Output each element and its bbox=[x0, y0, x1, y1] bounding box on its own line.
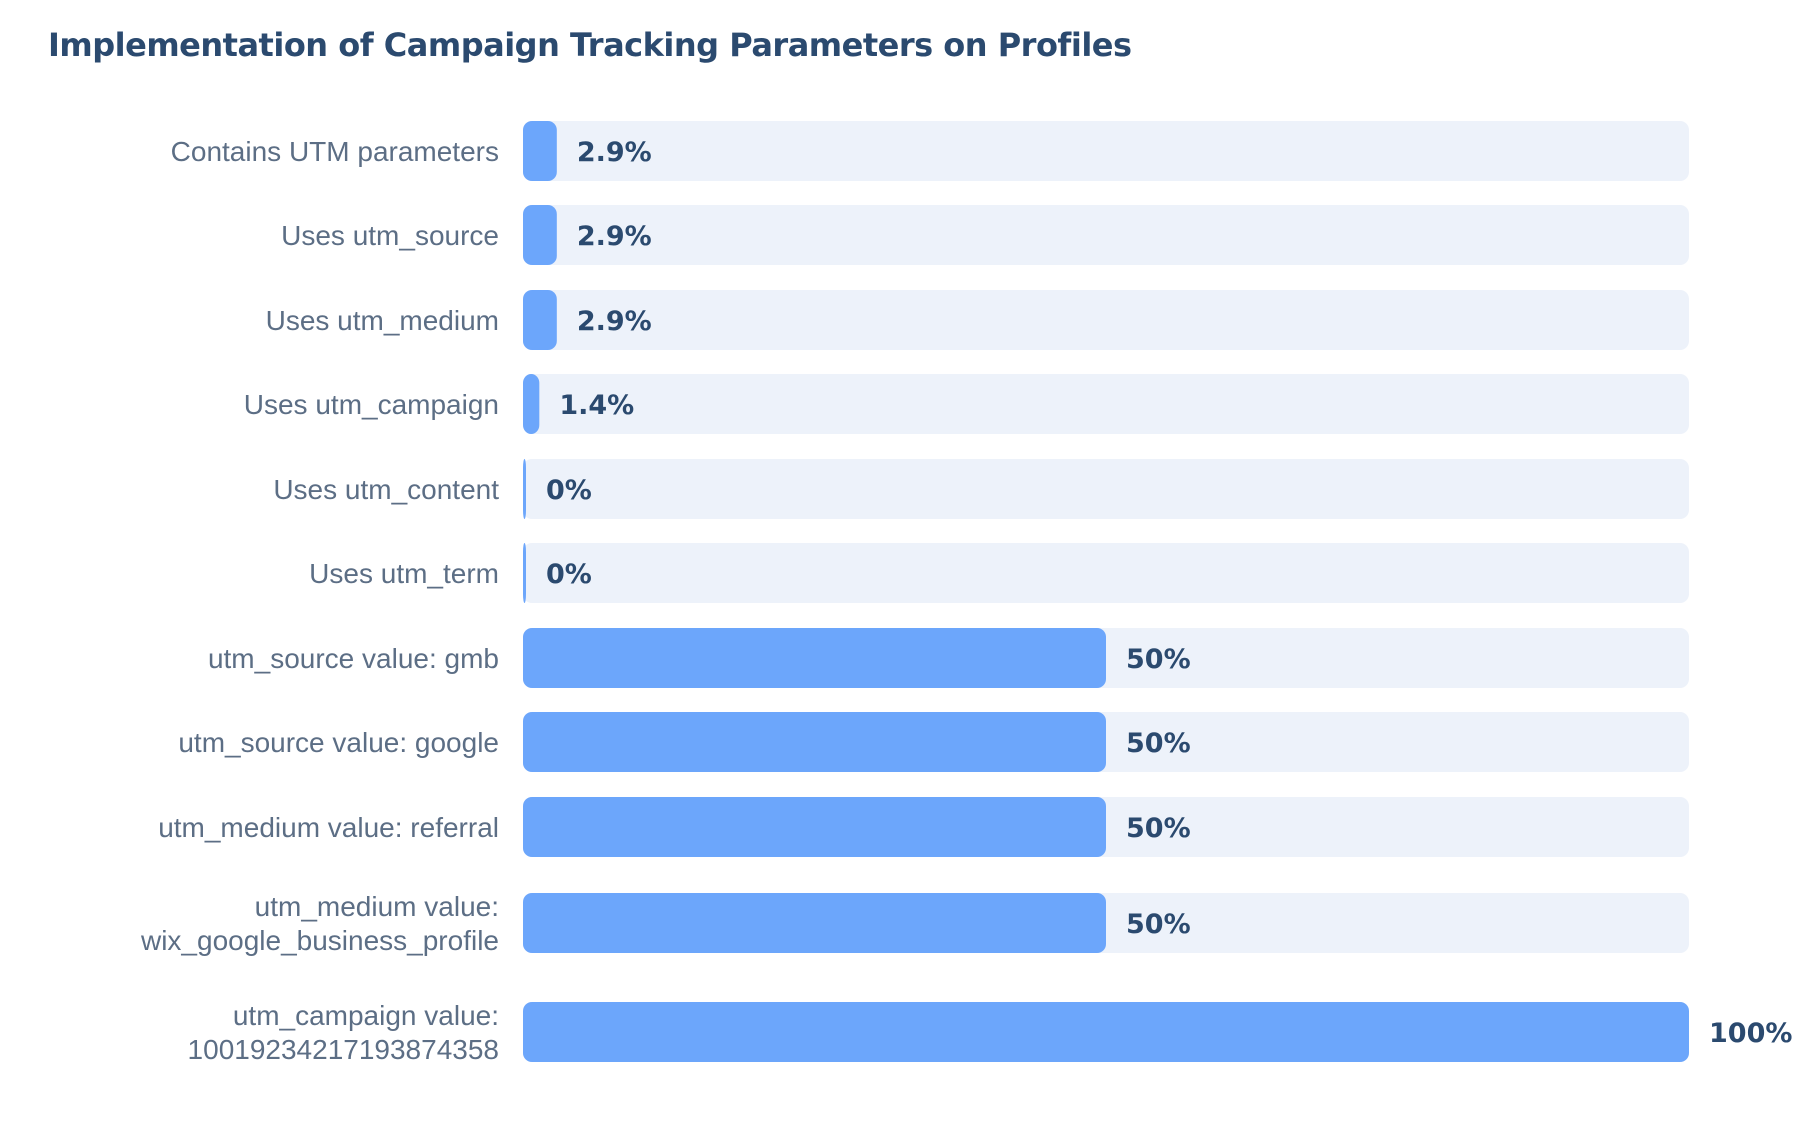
category-label: utm_source value: google bbox=[178, 727, 499, 758]
category-label: Uses utm_medium bbox=[266, 305, 499, 336]
category-label-line: utm_source value: google bbox=[178, 727, 499, 758]
category-label: utm_medium value: wix_google_business_pro… bbox=[140, 891, 499, 956]
value-label: 50% bbox=[1126, 728, 1191, 759]
bar bbox=[523, 543, 526, 603]
bar bbox=[523, 893, 1106, 953]
category-label: Uses utm_term bbox=[309, 558, 499, 589]
bar-track bbox=[523, 543, 1689, 603]
plot-area: 2.9% Contains UTM parameters 2.9% Uses utm_… bbox=[140, 121, 1792, 1065]
category-label: Contains UTM parameters bbox=[171, 136, 499, 167]
category-label-line: utm_source value: gmb bbox=[208, 643, 499, 674]
value-label: 0% bbox=[546, 475, 592, 506]
category-label: Uses utm_campaign bbox=[244, 389, 499, 420]
bar bbox=[523, 628, 1106, 688]
category-label-line: Uses utm_campaign bbox=[244, 389, 499, 420]
category-label: Uses utm_content bbox=[273, 474, 499, 505]
category-label-line: Uses utm_content bbox=[273, 474, 499, 505]
bar-track bbox=[523, 290, 1689, 350]
category-label-line: utm_campaign value: bbox=[233, 1000, 499, 1031]
bar-track bbox=[523, 374, 1689, 434]
category-label-line: Uses utm_source bbox=[281, 220, 499, 251]
bar bbox=[523, 374, 540, 434]
category-label-line: 10019234217193874358 bbox=[188, 1034, 499, 1065]
bar-track bbox=[523, 121, 1689, 181]
bar bbox=[523, 205, 557, 265]
category-label: utm_source value: gmb bbox=[208, 643, 499, 674]
bar bbox=[523, 459, 526, 519]
category-label-line: utm_medium value: bbox=[255, 891, 499, 922]
value-label: 2.9% bbox=[577, 306, 652, 337]
category-label-line: Contains UTM parameters bbox=[171, 136, 499, 167]
bar-track bbox=[523, 459, 1689, 519]
value-label: 2.9% bbox=[577, 221, 652, 252]
category-label-line: Uses utm_term bbox=[309, 558, 499, 589]
chart-title: Implementation of Campaign Tracking Para… bbox=[48, 26, 1132, 64]
bar bbox=[523, 290, 557, 350]
category-label-line: wix_google_business_profile bbox=[140, 925, 499, 956]
value-label: 2.9% bbox=[577, 137, 652, 168]
bar-track bbox=[523, 205, 1689, 265]
category-label: Uses utm_source bbox=[281, 220, 499, 251]
bar bbox=[523, 712, 1106, 772]
value-label: 50% bbox=[1126, 644, 1191, 675]
value-label: 50% bbox=[1126, 813, 1191, 844]
value-label: 100% bbox=[1709, 1018, 1792, 1049]
value-label: 50% bbox=[1126, 909, 1191, 940]
value-label: 0% bbox=[546, 559, 592, 590]
bar bbox=[523, 121, 557, 181]
bar bbox=[523, 1002, 1689, 1062]
category-label-line: utm_medium value: referral bbox=[158, 812, 499, 843]
category-label-line: Uses utm_medium bbox=[266, 305, 499, 336]
category-label: utm_medium value: referral bbox=[158, 812, 499, 843]
bar bbox=[523, 797, 1106, 857]
category-label: utm_campaign value: 10019234217193874358 bbox=[188, 1000, 499, 1065]
value-label: 1.4% bbox=[559, 390, 634, 421]
